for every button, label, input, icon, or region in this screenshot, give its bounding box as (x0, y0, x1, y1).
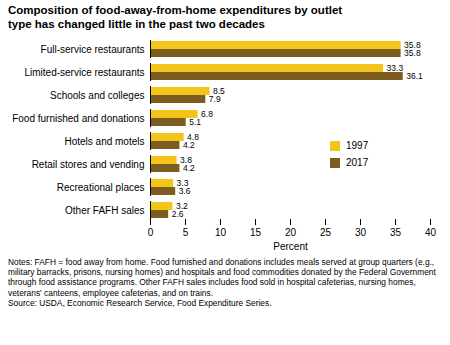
svg-text:Percent: Percent (273, 241, 308, 252)
svg-text:3.6: 3.6 (179, 186, 191, 196)
html-text:Notes: FAFH = food away from h: Notes: FAFH = food away from home. Food … (8, 257, 436, 298)
svg-text:8.5: 8.5 (213, 86, 225, 97)
svg-text:Limited-service restaurants: Limited-service restaurants (24, 67, 144, 78)
svg-text:3.8: 3.8 (180, 155, 192, 166)
svg-text:36.1: 36.1 (406, 71, 423, 81)
svg-text:Full-service restaurants: Full-service restaurants (41, 44, 145, 55)
svg-text:15: 15 (250, 227, 262, 238)
svg-text:5.1: 5.1 (189, 117, 201, 127)
svg-text:Other FAFH sales: Other FAFH sales (65, 205, 144, 216)
svg-text:5: 5 (183, 227, 189, 238)
svg-text:4.2: 4.2 (183, 163, 195, 173)
svg-text:Recreational places: Recreational places (57, 182, 145, 193)
svg-text:4.8: 4.8 (187, 132, 199, 143)
svg-text:25: 25 (320, 227, 332, 238)
svg-text:10: 10 (215, 227, 227, 238)
svg-text:3.3: 3.3 (176, 178, 189, 189)
svg-text:Food furnished and donations: Food furnished and donations (12, 113, 144, 124)
svg-text:35.8: 35.8 (404, 40, 421, 51)
svg-text:35: 35 (390, 227, 402, 238)
html-text:1997: 1997 (346, 140, 369, 151)
svg-text:6.8: 6.8 (201, 109, 213, 119)
svg-text:3.2: 3.2 (175, 201, 188, 212)
svg-text:0: 0 (148, 227, 154, 238)
svg-text:40: 40 (425, 227, 437, 238)
svg-text:2.6: 2.6 (172, 209, 184, 219)
html-text:Composition of food-away-from-: Composition of food-away-from-home expen… (8, 4, 343, 30)
html-text:2017: 2017 (346, 157, 369, 168)
svg-text:30: 30 (355, 227, 367, 238)
svg-text:35.8: 35.8 (404, 48, 421, 58)
svg-text:33.3: 33.3 (387, 63, 404, 73)
html-text:Source: USDA, Economic Researc: Source: USDA, Economic Research Service,… (8, 297, 272, 308)
svg-text:Retail stores and vending: Retail stores and vending (32, 159, 145, 170)
svg-text:Schools and colleges: Schools and colleges (50, 90, 145, 101)
svg-text:4.2: 4.2 (183, 140, 195, 150)
svg-text:20: 20 (285, 227, 297, 238)
svg-text:Hotels and motels: Hotels and motels (64, 136, 144, 147)
svg-text:7.9: 7.9 (209, 94, 221, 104)
